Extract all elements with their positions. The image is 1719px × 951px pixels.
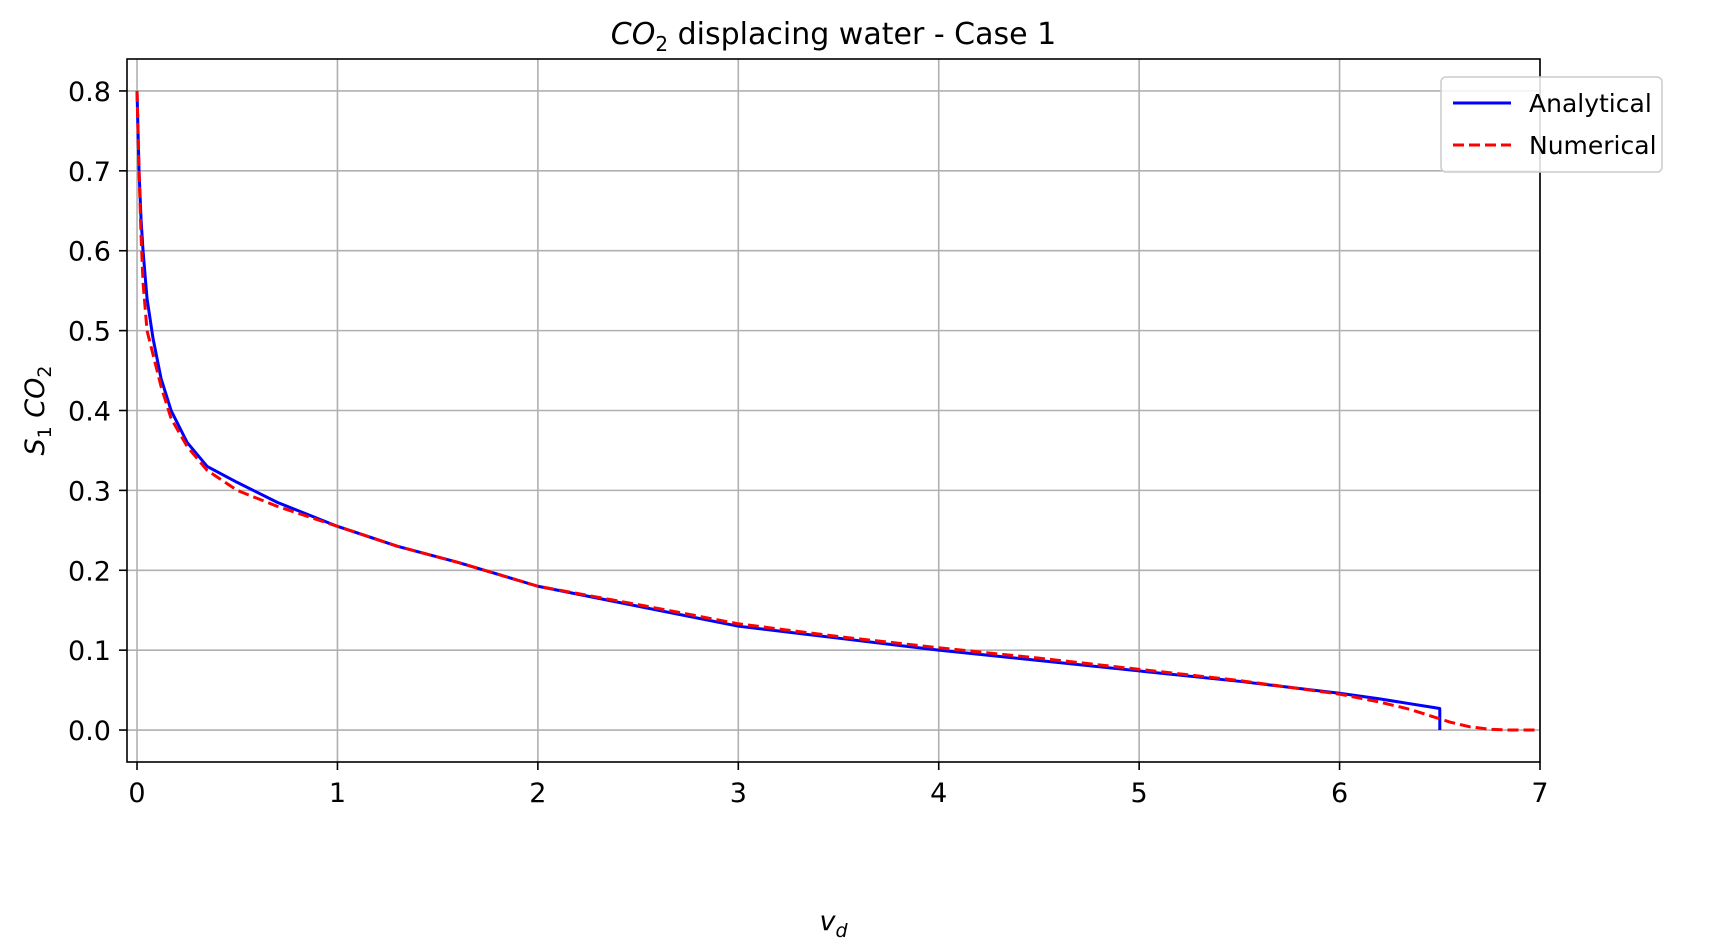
tick-group: 0 1 2 3 4 5 6 7 0.0 0.1 0.2 0.3 0.4 0.5 0.6 0.7 0.8 (68, 77, 1549, 809)
legend: Analytical Numerical (1440, 76, 1663, 173)
legend-box (1440, 76, 1663, 173)
series-line-numerical (135, 90, 1540, 732)
y-tick-label: 0.8 (68, 77, 111, 108)
x-axis-label: vd (819, 906, 848, 942)
grid-lines (127, 59, 1541, 762)
chart-title: CO2 displacing water - Case 1 (611, 17, 1056, 56)
y-tick-label: 0.4 (68, 397, 111, 428)
x-tick-label: 0 (128, 778, 145, 809)
x-tick-label: 2 (529, 778, 546, 809)
y-tick-label: 0.7 (68, 157, 111, 188)
x-tick-label: 1 (329, 778, 346, 809)
y-tick-label: 0.6 (68, 237, 111, 268)
y-tick-label: 0.0 (68, 716, 111, 747)
x-tick-label: 7 (1531, 778, 1548, 809)
x-tick-label: 4 (930, 778, 947, 809)
y-tick-label: 0.3 (68, 476, 111, 507)
x-tick-label: 3 (730, 778, 747, 809)
x-tick-label: 5 (1131, 778, 1148, 809)
x-tick-label: 6 (1331, 778, 1348, 809)
legend-label-analytical: Analytical (1529, 89, 1652, 118)
y-tick-label: 0.2 (68, 556, 111, 587)
legend-label-numerical: Numerical (1529, 131, 1657, 160)
y-tick-label: 0.5 (68, 317, 111, 348)
y-axis-label: S1 CO2 (20, 365, 56, 455)
series-group (135, 90, 1540, 732)
y-tick-label: 0.1 (68, 636, 111, 667)
